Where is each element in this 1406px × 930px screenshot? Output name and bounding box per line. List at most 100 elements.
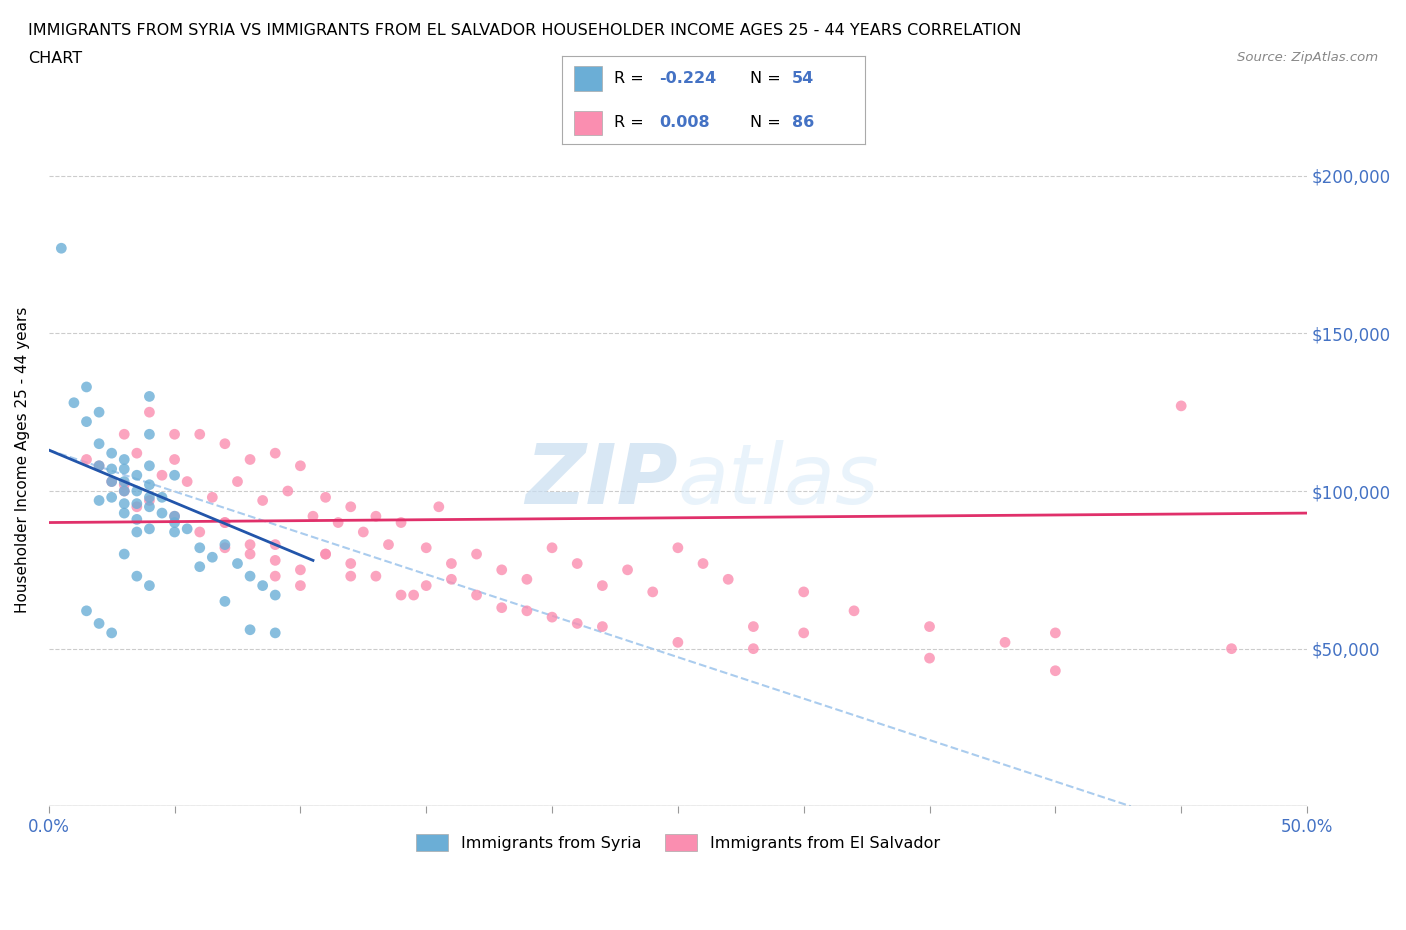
Text: -0.224: -0.224 [659,72,717,86]
Point [302,509,325,524]
Point [100,626,122,641]
Point [402,588,425,603]
Point [163,509,186,524]
Point [150,490,173,505]
Point [516,572,538,587]
Point [541,540,564,555]
Point [239,622,262,637]
Point [264,538,287,552]
Point [214,515,236,530]
Point [100,445,122,460]
Point [112,477,135,492]
Point [541,610,564,625]
Point [918,619,941,634]
Point [264,553,287,568]
Text: ZIP: ZIP [526,440,678,521]
Point [290,563,312,578]
Point [112,547,135,562]
Point [87,458,110,473]
Point [415,540,437,555]
Point [87,436,110,451]
Point [491,600,513,615]
Point [63,395,86,410]
Point [427,499,450,514]
Point [163,468,186,483]
Point [516,604,538,618]
Point [163,525,186,539]
Point [138,578,160,593]
FancyBboxPatch shape [575,111,602,136]
Text: atlas: atlas [678,440,880,521]
Point [87,616,110,631]
Point [918,651,941,666]
Point [76,604,98,618]
Point [138,477,160,492]
Point [377,538,399,552]
Point [717,572,740,587]
Point [188,525,211,539]
Point [352,525,374,539]
Point [87,493,110,508]
Point [666,635,689,650]
Point [252,578,274,593]
Point [201,490,224,505]
Point [277,484,299,498]
Point [666,540,689,555]
Point [742,641,765,656]
Point [125,525,148,539]
Point [125,468,148,483]
Point [163,427,186,442]
Text: 0.008: 0.008 [659,115,710,130]
Point [188,540,211,555]
Point [112,506,135,521]
Point [138,458,160,473]
Point [138,427,160,442]
Point [76,414,98,429]
Point [364,509,387,524]
Point [742,619,765,634]
Text: N =: N = [749,72,780,86]
Point [226,474,249,489]
Point [290,578,312,593]
Point [1045,626,1067,641]
Point [188,559,211,574]
Point [138,490,160,505]
Point [389,588,412,603]
Point [290,458,312,473]
Point [125,497,148,512]
Point [51,241,73,256]
Point [150,506,173,521]
Point [842,604,865,618]
Point [1045,663,1067,678]
Point [100,490,122,505]
Point [138,522,160,537]
Point [239,547,262,562]
Point [567,556,589,571]
Point [125,512,148,526]
Point [641,584,664,599]
Text: 54: 54 [792,72,814,86]
Point [616,563,638,578]
Point [339,556,361,571]
Point [793,584,815,599]
Point [264,626,287,641]
Point [138,499,160,514]
Point [239,538,262,552]
Point [112,497,135,512]
Point [188,427,211,442]
Point [163,452,186,467]
Point [315,547,337,562]
Point [1170,398,1192,413]
Point [138,405,160,419]
Point [239,569,262,584]
Point [793,626,815,641]
Point [100,474,122,489]
Point [226,556,249,571]
Point [76,452,98,467]
Point [201,550,224,565]
Y-axis label: Householder Income Ages 25 - 44 years: Householder Income Ages 25 - 44 years [15,306,30,613]
Point [138,389,160,404]
Point [87,405,110,419]
Point [364,569,387,584]
Point [112,484,135,498]
